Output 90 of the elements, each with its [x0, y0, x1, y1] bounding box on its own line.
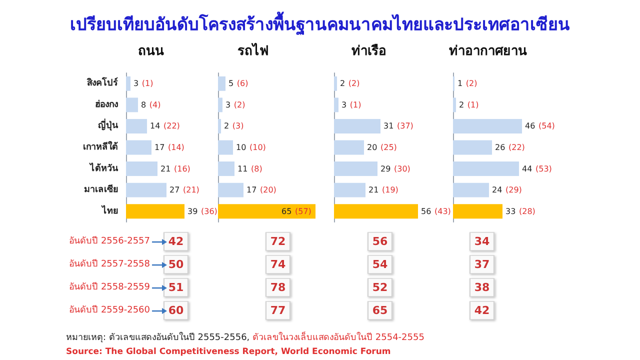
data-label: 10 (10)	[236, 143, 266, 152]
data-label: 20 (25)	[367, 143, 397, 152]
y-tick-label: อันดับปี 2559-2560	[69, 304, 150, 316]
data-label: 42	[474, 304, 490, 317]
data-label: 17 (20)	[246, 186, 276, 195]
chart-title: ถนน	[138, 44, 164, 59]
data-label: 17 (14)	[154, 143, 184, 152]
bar	[218, 162, 234, 176]
data-label: 1 (2)	[458, 79, 478, 88]
bar	[453, 182, 489, 198]
data-label: 8 (4)	[141, 100, 161, 110]
data-label: 56 (43)	[421, 206, 451, 216]
y-tick-label: ไต้หวัน	[89, 162, 119, 174]
data-label: 44 (53)	[522, 164, 552, 174]
data-label: 2 (2)	[340, 79, 360, 88]
bar	[126, 140, 152, 155]
data-label: 2 (1)	[459, 100, 479, 110]
bar	[453, 98, 456, 112]
data-label: 38	[474, 281, 490, 294]
bar	[334, 118, 380, 134]
y-tick-label: ญี่ปุ่น	[98, 118, 119, 132]
data-label: 24 (29)	[492, 186, 522, 195]
bar	[126, 162, 158, 176]
data-label: 33 (28)	[506, 206, 536, 216]
data-label: 11 (8)	[238, 164, 262, 174]
chart-title: รถไฟ	[238, 42, 268, 59]
y-tick-label: อันดับปี 2556-2557	[69, 236, 150, 246]
data-label: 60	[168, 304, 184, 317]
data-label: 51	[168, 281, 184, 294]
data-label: 14 (22)	[150, 122, 180, 131]
bar	[126, 204, 184, 219]
data-label: 72	[270, 235, 286, 248]
bar	[126, 182, 166, 198]
source-note: Source: The Global Competitiveness Report, World Economic Forum	[66, 347, 391, 357]
data-label: 3 (1)	[342, 100, 362, 110]
data-label: 37	[474, 258, 490, 271]
data-label: 39 (36)	[188, 206, 218, 216]
y-tick-label: สิงคโปร์	[86, 76, 118, 89]
data-label: 65	[372, 304, 388, 317]
y-tick-label: อันดับปี 2557-2558	[69, 258, 150, 270]
data-label: 3 (2)	[226, 100, 246, 110]
bar	[453, 162, 519, 176]
data-label: 56	[372, 235, 388, 248]
bar	[218, 140, 233, 155]
bar	[334, 162, 378, 176]
bar	[334, 98, 338, 112]
chart-title: ท่าเรือ	[352, 43, 386, 59]
bar	[126, 76, 130, 91]
data-label: 27 (21)	[170, 186, 200, 195]
data-label: 65 (57)	[282, 206, 312, 216]
data-label: 52	[372, 281, 388, 294]
bar	[218, 118, 221, 134]
data-label: 2 (3)	[224, 122, 244, 131]
data-label: 31 (37)	[384, 122, 414, 131]
data-label: 74	[270, 258, 286, 271]
bar	[218, 182, 244, 198]
y-tick-label: เกาหลีใต้	[83, 140, 118, 152]
bar	[334, 204, 418, 219]
data-label: 21 (19)	[368, 186, 398, 195]
data-label: 34	[474, 235, 490, 248]
data-label: 46 (54)	[525, 122, 555, 131]
text: ตัวเลขในวงเล็บแสดงอันดับในปี 2554-2555	[252, 333, 424, 343]
data-label: 42	[168, 235, 184, 248]
data-label: 3 (1)	[134, 79, 154, 88]
bar	[334, 140, 364, 155]
data-label: 54	[372, 258, 388, 271]
bar	[334, 76, 337, 91]
y-tick-label: ไทย	[101, 204, 118, 216]
data-label: 29 (30)	[380, 164, 410, 174]
bar	[453, 140, 492, 155]
data-label: 5 (6)	[228, 79, 248, 88]
bar	[334, 182, 366, 198]
bar	[218, 76, 226, 91]
chart-title: ท่าอากาศยาน	[449, 44, 527, 59]
data-label: 21 (16)	[160, 164, 190, 174]
bar	[126, 98, 138, 112]
bar	[218, 204, 316, 219]
bar	[126, 118, 147, 134]
data-label: 77	[270, 304, 286, 317]
bar	[218, 98, 222, 112]
data-label: 26 (22)	[495, 143, 525, 152]
y-tick-label: อันดับปี 2558-2559	[69, 282, 150, 292]
bar	[453, 204, 502, 219]
bar	[453, 118, 522, 134]
y-tick-label: มาเลเซีย	[84, 184, 118, 196]
text: หมายเหตุ: ตัวเลขแสดงอันดับในปี 2555-2556,	[66, 333, 251, 343]
data-label: 50	[168, 258, 184, 271]
y-tick-label: ฮ่องกง	[95, 98, 118, 110]
text: เปรียบเทียบอันดับโครงสร้างพื้นฐานคมนาคมไทยและประเทศอาเซียน	[69, 10, 571, 37]
data-label: 78	[270, 281, 286, 294]
